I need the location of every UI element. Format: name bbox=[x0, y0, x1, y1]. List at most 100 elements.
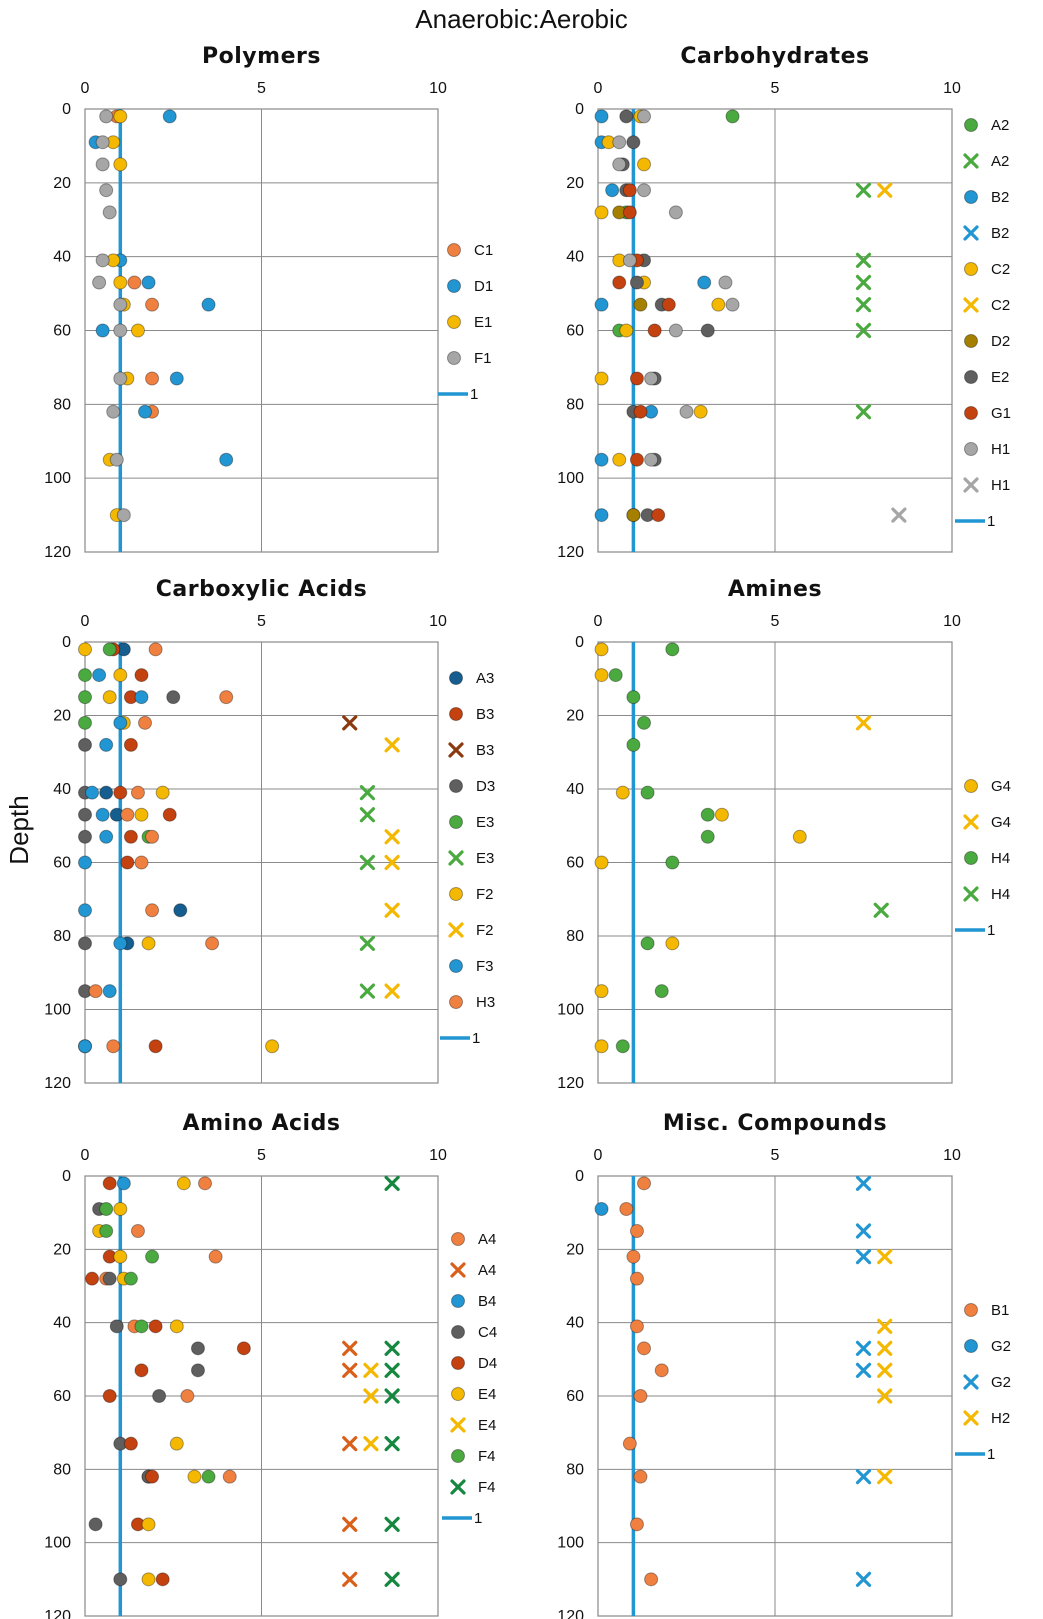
data-point bbox=[99, 109, 114, 124]
data-point bbox=[679, 404, 694, 419]
data-point bbox=[102, 642, 117, 657]
data-point bbox=[265, 1039, 280, 1054]
data-point bbox=[99, 183, 114, 198]
data-point bbox=[109, 1319, 124, 1334]
data-point bbox=[619, 109, 634, 124]
legend-label: C2 bbox=[991, 261, 1010, 278]
legend-label: F4 bbox=[478, 1479, 496, 1496]
data-point bbox=[201, 297, 216, 312]
series-B1-circle bbox=[619, 1176, 669, 1587]
y-tick-label: 120 bbox=[44, 544, 71, 561]
data-point bbox=[665, 936, 680, 951]
data-point bbox=[116, 1176, 131, 1191]
data-point bbox=[166, 690, 181, 705]
data-point bbox=[148, 642, 163, 657]
data-point bbox=[145, 1249, 160, 1264]
legend-marker bbox=[447, 243, 461, 257]
data-point bbox=[661, 297, 676, 312]
data-point bbox=[113, 275, 128, 290]
data-point bbox=[130, 323, 145, 338]
legend-label: A4 bbox=[478, 1262, 496, 1279]
data-point bbox=[106, 1039, 121, 1054]
data-point bbox=[877, 182, 893, 198]
legend-marker bbox=[448, 922, 464, 938]
legend-label: C1 bbox=[474, 242, 493, 259]
x-tick-label: 5 bbox=[771, 1147, 780, 1164]
data-point bbox=[644, 371, 659, 386]
data-point bbox=[612, 452, 627, 467]
series-H2-x bbox=[877, 1249, 893, 1485]
data-point bbox=[855, 182, 872, 198]
data-point bbox=[594, 508, 609, 523]
data-point bbox=[384, 1571, 400, 1587]
data-point bbox=[637, 183, 652, 198]
data-point bbox=[102, 205, 117, 220]
data-point bbox=[637, 157, 652, 172]
data-point bbox=[359, 983, 375, 999]
legend-label: F4 bbox=[478, 1448, 496, 1465]
data-point bbox=[619, 323, 634, 338]
x-tick-label: 5 bbox=[257, 613, 266, 630]
y-tick-label: 40 bbox=[53, 249, 71, 266]
data-point bbox=[629, 452, 644, 467]
data-point bbox=[622, 253, 637, 268]
data-point bbox=[148, 1319, 163, 1334]
legend-marker bbox=[447, 351, 461, 365]
data-point bbox=[637, 1341, 652, 1356]
y-tick-label: 100 bbox=[557, 1535, 584, 1552]
legend-label: H3 bbox=[476, 994, 495, 1011]
y-tick-label: 20 bbox=[566, 1241, 584, 1258]
legend-label: B2 bbox=[991, 225, 1009, 242]
legend-marker bbox=[964, 851, 978, 865]
data-point bbox=[637, 109, 652, 124]
y-tick-label: 20 bbox=[566, 175, 584, 192]
data-point bbox=[113, 109, 128, 124]
data-point bbox=[130, 785, 145, 800]
y-tick-label: 120 bbox=[44, 1075, 71, 1092]
data-point bbox=[855, 252, 872, 268]
legend-marker bbox=[964, 779, 978, 793]
data-point bbox=[855, 1223, 872, 1239]
data-point bbox=[113, 785, 128, 800]
chart-title: Misc. Compounds bbox=[663, 1111, 887, 1136]
data-point bbox=[138, 404, 153, 419]
legend-label: A4 bbox=[478, 1231, 496, 1248]
data-point bbox=[342, 1436, 358, 1452]
data-point bbox=[190, 1363, 205, 1378]
data-point bbox=[145, 1469, 160, 1484]
data-point bbox=[88, 984, 103, 999]
data-point bbox=[342, 1516, 358, 1532]
data-point bbox=[141, 1572, 156, 1587]
data-point bbox=[134, 690, 149, 705]
legend-marker bbox=[449, 815, 463, 829]
series-H4-x bbox=[873, 902, 889, 918]
y-tick-label: 80 bbox=[53, 928, 71, 945]
data-point bbox=[141, 1517, 156, 1532]
data-point bbox=[88, 1517, 103, 1532]
legend-marker bbox=[451, 1294, 465, 1308]
x-tick-label: 5 bbox=[257, 80, 266, 97]
data-point bbox=[873, 902, 889, 918]
legend-label: H1 bbox=[991, 477, 1010, 494]
data-point bbox=[113, 1202, 128, 1216]
chart-title: Polymers bbox=[202, 44, 321, 69]
data-point bbox=[651, 508, 666, 523]
data-point bbox=[640, 936, 655, 951]
data-point bbox=[113, 1249, 128, 1264]
data-point bbox=[99, 1224, 114, 1238]
series-F1-circle bbox=[92, 109, 131, 523]
legend-marker bbox=[450, 1262, 466, 1278]
data-point bbox=[608, 668, 623, 683]
series-F4-circle bbox=[99, 1202, 216, 1484]
data-point bbox=[102, 1271, 117, 1286]
series-G1-circle bbox=[612, 183, 676, 523]
data-point bbox=[169, 371, 184, 386]
data-point bbox=[342, 715, 358, 731]
x-tick-label: 0 bbox=[81, 613, 90, 630]
legend-marker bbox=[449, 959, 463, 973]
data-point bbox=[363, 1436, 379, 1452]
series-G2-x bbox=[855, 1175, 872, 1587]
series-E1-circle bbox=[102, 109, 145, 523]
data-point bbox=[668, 323, 683, 338]
